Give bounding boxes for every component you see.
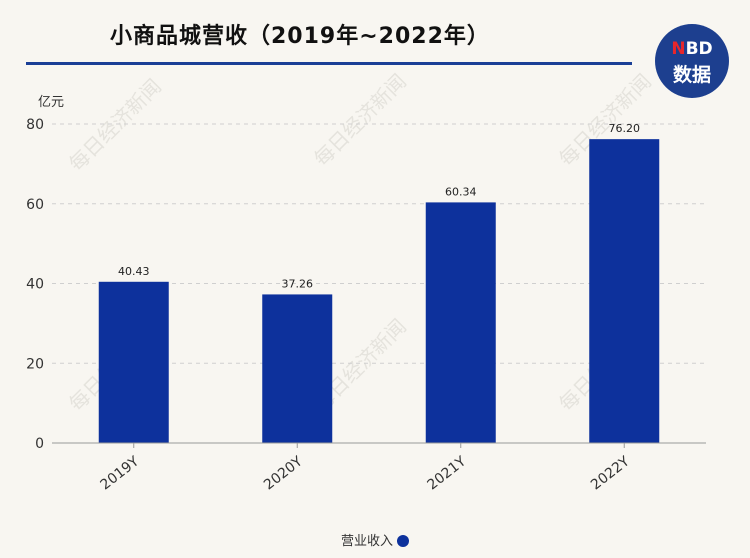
x-tick-label: 2022Y — [588, 453, 633, 493]
x-axis-ticks: 2019Y 2020Y 2021Y 2022Y — [98, 443, 633, 493]
x-tick-label: 2019Y — [98, 453, 143, 493]
chart-title: 小商品城营收（2019年~2022年） — [110, 24, 490, 49]
bar — [262, 294, 333, 443]
bar-chart: 每日经济新闻每日经济新闻每日经济新闻每日经济新闻每日经济新闻每日经济新闻 020… — [26, 69, 706, 493]
x-tick-label: 2021Y — [425, 453, 470, 493]
legend: 营业收入 — [0, 530, 750, 549]
bar — [98, 281, 169, 443]
bars: 40.43 37.26 60.34 76.20 — [98, 122, 660, 443]
data-label: 40.43 — [118, 265, 150, 278]
nbd-logo: NBD 数据 — [655, 24, 729, 98]
data-label: 76.20 — [609, 122, 641, 135]
y-tick-label: 80 — [26, 117, 44, 133]
legend-label: 营业收入 — [340, 534, 393, 549]
y-tick-label: 40 — [26, 277, 44, 293]
logo-text-line2: 数据 — [672, 64, 711, 86]
logo-text-line1: NBD — [671, 39, 713, 59]
bar — [425, 202, 496, 443]
data-label: 37.26 — [282, 277, 314, 290]
x-tick-label: 2020Y — [261, 453, 306, 493]
y-axis-ticks: 0 20 40 60 80 — [26, 117, 44, 452]
title-underline — [26, 62, 632, 65]
watermark-text: 每日经济新闻 — [309, 69, 411, 171]
y-tick-label: 20 — [26, 356, 44, 372]
y-tick-label: 60 — [26, 197, 44, 213]
watermark-text: 每日经济新闻 — [64, 74, 166, 176]
bar — [589, 139, 660, 443]
y-axis-label: 亿元 — [38, 95, 64, 110]
legend-swatch — [397, 535, 409, 547]
data-label: 60.34 — [445, 185, 477, 198]
y-tick-label: 0 — [35, 436, 44, 452]
